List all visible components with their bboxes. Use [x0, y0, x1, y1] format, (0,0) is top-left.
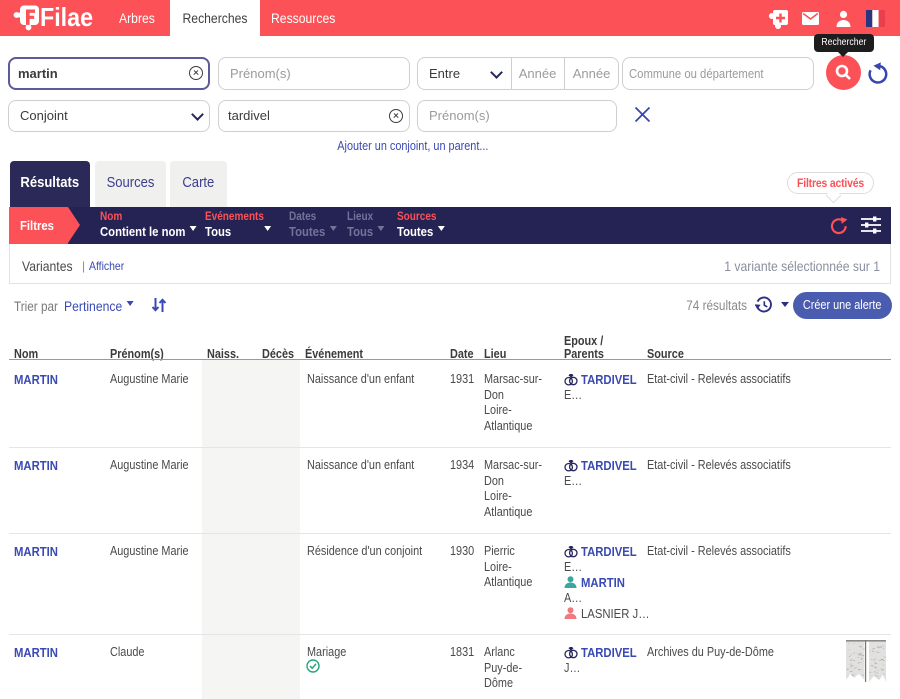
svg-text:Filae: Filae: [40, 4, 93, 32]
